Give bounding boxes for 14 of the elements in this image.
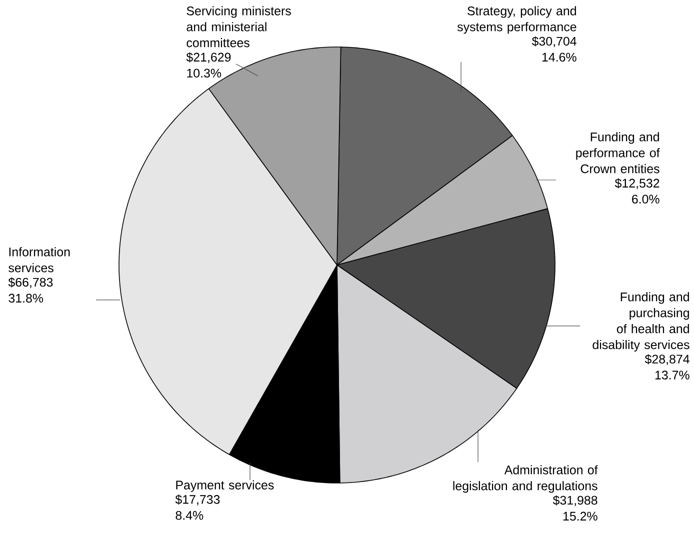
slice-label: Funding and purchasing of health and disability services — [592, 292, 690, 352]
slice-label: Funding and performance of Crown entities — [576, 132, 660, 174]
data-label: $21,629 10.3% — [186, 52, 231, 78]
data-label: $28,874 13.7% — [644, 354, 690, 380]
data-label: $30,704 14.6% — [532, 36, 576, 62]
slice-label: Payment services — [176, 480, 274, 492]
data-label: $66,783 31.8% — [8, 277, 53, 303]
slice-label: Information services — [8, 247, 70, 272]
data-label: $17,733 8.4% — [175, 494, 220, 520]
slice-label: Servicing ministers and ministerial committees — [186, 6, 291, 48]
data-label: $31,988 15.2% — [552, 495, 598, 521]
slice-label: Strategy, policy and systems performance — [457, 6, 576, 34]
slice-label: Administration of legislation and regulations — [453, 465, 598, 493]
data-label: $12,532 6.0% — [614, 178, 660, 204]
